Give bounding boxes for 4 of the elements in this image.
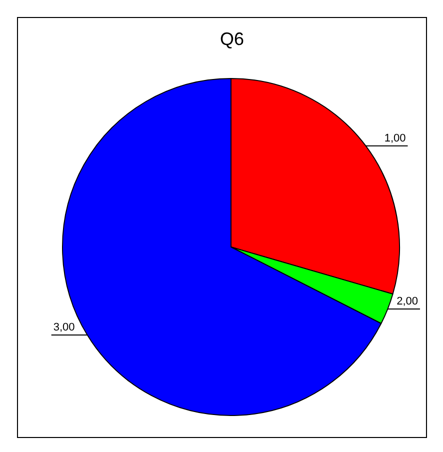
slice-label: 1,00: [384, 132, 406, 144]
slice-label: 3,00: [53, 322, 75, 334]
chart-title: Q6: [220, 29, 244, 49]
slice-label: 2,00: [396, 296, 418, 308]
